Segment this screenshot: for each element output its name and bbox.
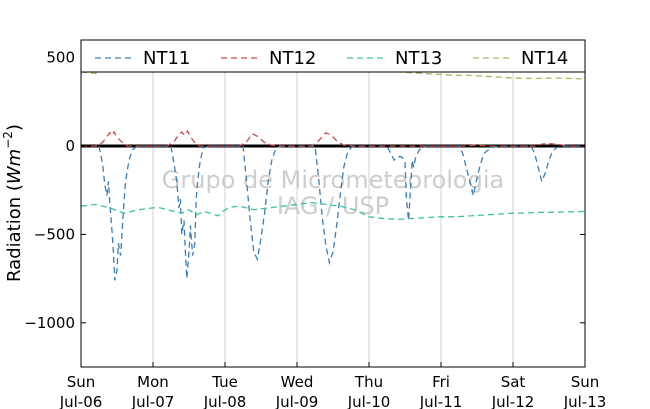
x-tick-date-0: Jul-06 — [59, 393, 103, 409]
y-axis-title-exponent: −2 — [1, 131, 15, 149]
x-tick-date-6: Jul-12 — [491, 393, 535, 409]
x-gridlines — [80, 40, 586, 367]
x-tick-label-7: Sun Jul-13 — [563, 373, 607, 409]
y-axis-title: Radiation (Wm−2) — [1, 124, 25, 282]
watermark-line-1: Grupo de Micrometeorologia — [162, 166, 504, 194]
x-tick-label-3: Wed Jul-09 — [275, 373, 319, 409]
legend-label-nt13: NT13 — [395, 48, 442, 69]
x-tick-label-2: Tue Jul-08 — [203, 373, 247, 409]
x-tick-label-1: Mon Jul-07 — [131, 373, 175, 409]
x-tick-date-7: Jul-13 — [563, 393, 607, 409]
y-tick-label-0: 500 — [46, 49, 75, 67]
plot-area: Grupo de Micrometeorologia IAG / USP — [80, 39, 586, 368]
x-tick-day-2: Tue — [211, 373, 238, 391]
x-tick-day-3: Wed — [281, 373, 314, 391]
watermark-line-2: IAG / USP — [277, 192, 389, 220]
x-tick-date-1: Jul-07 — [131, 393, 175, 409]
x-tick-label-4: Thu Jul-10 — [347, 373, 391, 409]
legend-label-nt11: NT11 — [143, 48, 190, 69]
x-tick-day-7: Sun — [571, 373, 600, 391]
x-tick-label-0: Sun Jul-06 — [59, 373, 103, 409]
y-axis-title-text: Radiation ( — [4, 184, 25, 282]
y-axis-title-unit: Wm — [4, 149, 25, 184]
y-tick-label-1: 0 — [65, 137, 75, 155]
series-line-nt12 — [81, 129, 585, 147]
x-tick-date-4: Jul-10 — [347, 393, 391, 409]
x-axis: Sun Jul-06 Mon Jul-07 Tue Jul-08 Wed Jul-09 Thu J… — [59, 362, 607, 409]
x-tick-label-5: Fri Jul-11 — [419, 373, 463, 409]
x-tick-day-4: Thu — [354, 373, 383, 391]
x-tick-date-2: Jul-08 — [203, 393, 247, 409]
legend-box — [80, 39, 586, 73]
x-tick-date-3: Jul-09 — [275, 393, 319, 409]
watermark: Grupo de Micrometeorologia IAG / USP — [162, 166, 504, 220]
x-tick-label-6: Sat Jul-12 — [491, 373, 535, 409]
y-tick-label-3: −1000 — [24, 314, 75, 332]
x-tick-day-1: Mon — [137, 373, 169, 391]
y-axis-title-close: ) — [4, 124, 25, 131]
x-tick-day-6: Sat — [501, 373, 526, 391]
y-tick-label-2: −500 — [34, 225, 75, 243]
legend-label-nt12: NT12 — [269, 48, 316, 69]
legend: NT11 NT12 NT13 NT14 — [80, 39, 586, 73]
x-tick-day-0: Sun — [67, 373, 96, 391]
legend-label-nt14: NT14 — [521, 48, 568, 69]
x-tick-day-5: Fri — [432, 373, 450, 391]
x-tick-date-5: Jul-11 — [419, 393, 463, 409]
series-line-nt11 — [98, 145, 585, 281]
